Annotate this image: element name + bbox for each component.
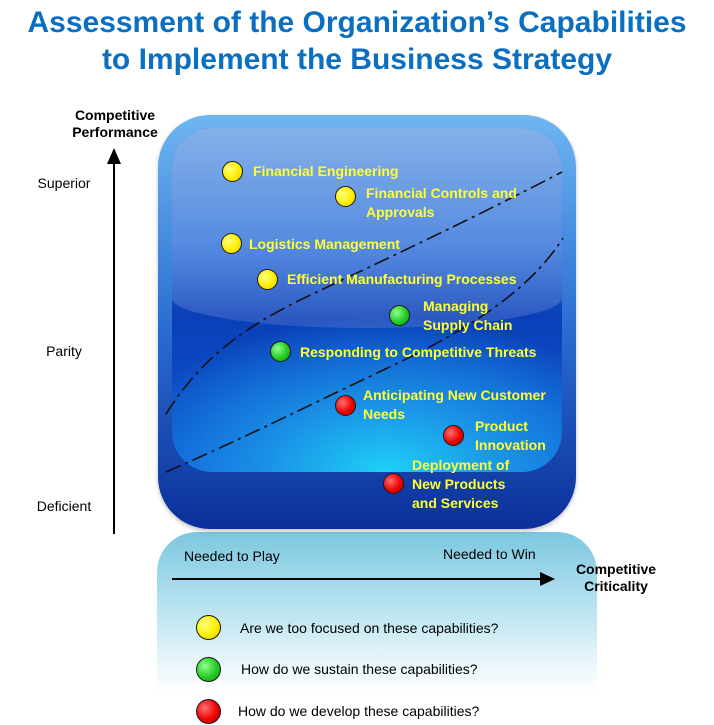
capability-label-responding-threats: Responding to Competitive Threats (300, 343, 536, 362)
capability-label-efficient-manufacturing: Efficient Manufacturing Processes (287, 270, 517, 289)
capability-matrix-panel (172, 128, 562, 472)
capability-label-line: Logistics Management (249, 236, 400, 252)
x-axis-title-line-2: Criticality (584, 578, 648, 594)
x-axis-title-line-1: Competitive (575, 561, 657, 577)
capability-label-logistics-management: Logistics Management (249, 235, 400, 254)
x-axis-line (172, 578, 542, 580)
title-line-2: to Implement the Business Strategy (101, 43, 613, 76)
y-axis-line (113, 162, 115, 534)
capability-label-line: Financial Controls and (366, 185, 517, 201)
y-tick-superior: Superior (37, 175, 91, 191)
y-axis-title: Competitive Performance (60, 107, 170, 141)
x-label-needed-to-win: Needed to Win (443, 546, 536, 562)
capability-label-deployment: Deployment of New Products and Services (412, 456, 509, 513)
title-line-1: Assessment of the Organization’s Capabil… (27, 6, 687, 39)
capability-dot-efficient-manufacturing (257, 269, 278, 290)
legend-text-red: How do we develop these capabilities? (238, 703, 480, 719)
y-tick-parity: Parity (46, 343, 82, 359)
capability-label-line: New Products (412, 476, 506, 492)
capability-dot-responding-threats (270, 341, 291, 362)
capability-label-line: Innovation (475, 437, 546, 453)
capability-label-line: Efficient Manufacturing Processes (287, 271, 517, 287)
legend-text-green: How do we sustain these capabilities? (241, 661, 478, 677)
capability-label-line: Product (475, 418, 528, 434)
capability-dot-product-innovation (443, 425, 464, 446)
capability-label-line: Supply Chain (423, 317, 513, 333)
capability-dot-managing-supply-chain (389, 305, 410, 326)
y-axis-arrowhead (107, 148, 121, 164)
capability-dot-anticipating-needs (335, 395, 356, 416)
x-label-needed-to-play: Needed to Play (184, 548, 280, 564)
capability-dot-financial-controls (335, 186, 356, 207)
capability-label-financial-engineering: Financial Engineering (253, 162, 398, 181)
capability-dot-deployment (383, 473, 404, 494)
capability-label-line: Anticipating New Customer (363, 387, 546, 403)
y-axis-title-line-2: Performance (72, 124, 158, 140)
legend-dot-green (196, 657, 221, 682)
legend-dot-red (196, 699, 221, 724)
y-axis-title-line-1: Competitive (74, 107, 156, 123)
diagram-title: Assessment of the Organization’s Capabil… (0, 4, 714, 78)
capability-dot-financial-engineering (222, 161, 243, 182)
capability-label-line: Managing (423, 298, 489, 314)
capability-label-line: Approvals (366, 204, 435, 220)
capability-label-line: Needs (363, 406, 406, 422)
capability-label-financial-controls: Financial Controls and Approvals (366, 184, 517, 222)
capability-label-line: Responding to Competitive Threats (300, 344, 537, 360)
x-axis-arrowhead (540, 572, 555, 586)
capability-label-line: Financial Engineering (253, 163, 399, 179)
capability-label-managing-supply-chain: Managing Supply Chain (423, 297, 512, 335)
capability-label-anticipating-needs: Anticipating New Customer Needs (363, 386, 546, 424)
legend-text-yellow: Are we too focused on these capabilities… (240, 620, 499, 636)
legend-dot-yellow (196, 615, 221, 640)
capability-label-line: Deployment of (412, 457, 510, 473)
lower-boundary-curve (165, 237, 564, 473)
criticality-legend-panel (157, 532, 597, 692)
capability-label-line: and Services (412, 495, 499, 511)
y-tick-deficient: Deficient (36, 498, 92, 514)
capability-dot-logistics-management (221, 233, 242, 254)
x-axis-title: Competitive Criticality (556, 561, 676, 595)
capability-label-product-innovation: Product Innovation (475, 417, 546, 455)
upper-boundary-curve (165, 171, 563, 415)
